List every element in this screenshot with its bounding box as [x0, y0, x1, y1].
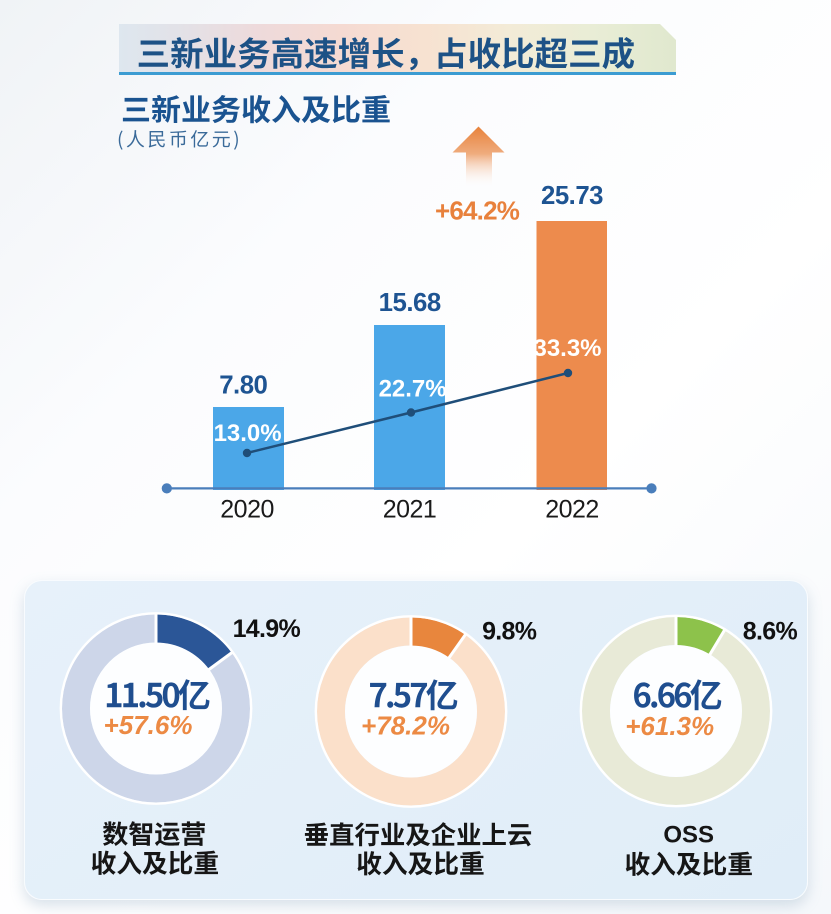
svg-text:+61.3%: +61.3%	[625, 711, 714, 741]
svg-text:2022: 2022	[545, 496, 599, 524]
svg-text:8.6%: 8.6%	[743, 618, 798, 646]
svg-text:9.8%: 9.8%	[482, 618, 537, 646]
svg-text:14.9%: 14.9%	[233, 615, 301, 643]
svg-text:15.68: 15.68	[379, 289, 441, 317]
svg-text:+64.2%: +64.2%	[435, 196, 520, 226]
svg-text:+78.2%: +78.2%	[361, 711, 450, 741]
svg-text:+57.6%: +57.6%	[104, 710, 193, 740]
svg-text:2020: 2020	[220, 496, 274, 524]
svg-text:25.73: 25.73	[541, 182, 603, 210]
svg-text:22.7%: 22.7%	[379, 375, 447, 402]
svg-text:OSS: OSS	[663, 822, 714, 849]
svg-text:2021: 2021	[383, 496, 437, 524]
svg-text:7.80: 7.80	[219, 371, 267, 399]
svg-text:33.3%: 33.3%	[533, 335, 601, 362]
svg-text:13.0%: 13.0%	[214, 420, 282, 447]
